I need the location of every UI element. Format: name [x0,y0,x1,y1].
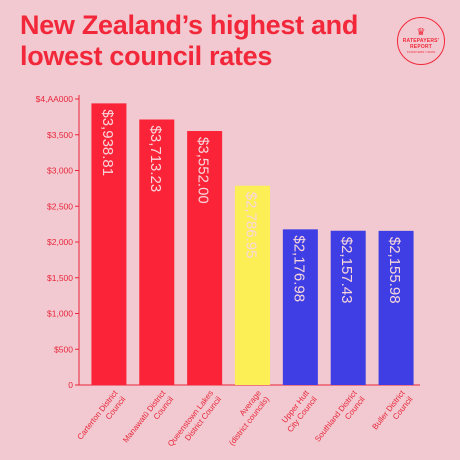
bar-value-label: $2,155.98 [386,237,403,304]
y-tick-label: $1,000 [47,309,73,319]
bar-value-label: $3,938.81 [99,109,116,176]
bar [378,230,414,385]
y-tick-label: $500 [54,344,73,354]
page-title: New Zealand’s highest and lowest council… [20,10,359,71]
x-tick-label: Average(district councils) [219,388,271,447]
bar [330,230,366,385]
bar [139,119,175,385]
crown-icon: ♛ [416,27,426,38]
logo-tagline: TAXPAYERS’ UNION [406,50,436,54]
x-tick-label: Upper HuttCity Council [278,388,320,434]
logo-line-1: RATEPAYERS’ [402,38,440,44]
y-tick-label: $2,000 [47,237,73,247]
y-tick-label: $1,500 [47,273,73,283]
logo-line-2: REPORT [409,44,433,50]
bar [91,103,127,385]
y-tick-label: 0 [68,380,73,390]
bar [282,229,318,385]
x-tick-label: Buller DistrictCouncil [371,388,415,437]
bar-value-label: $2,786.95 [243,192,260,259]
bar-value-label: $2,157.43 [338,237,355,304]
bar [187,131,223,385]
bar-value-label: $2,176.98 [290,235,307,302]
y-tick-label: $3,000 [47,166,73,176]
y-tick-label: $3,500 [47,130,73,140]
ratepayers-report-logo: ♛ RATEPAYERS’ REPORT TAXPAYERS’ UNION [397,17,445,65]
bar-value-label: $3,552.00 [195,137,212,204]
y-tick-label: $2,500 [47,201,73,211]
bar [235,185,270,385]
x-tick-label: Southland DistrictCouncil [313,388,367,450]
y-tick-label: $4,AA000 [36,94,74,104]
x-tick-label: Queenstown LakesDistrict Council [166,389,223,455]
bar-value-label: $3,713.23 [147,126,164,193]
